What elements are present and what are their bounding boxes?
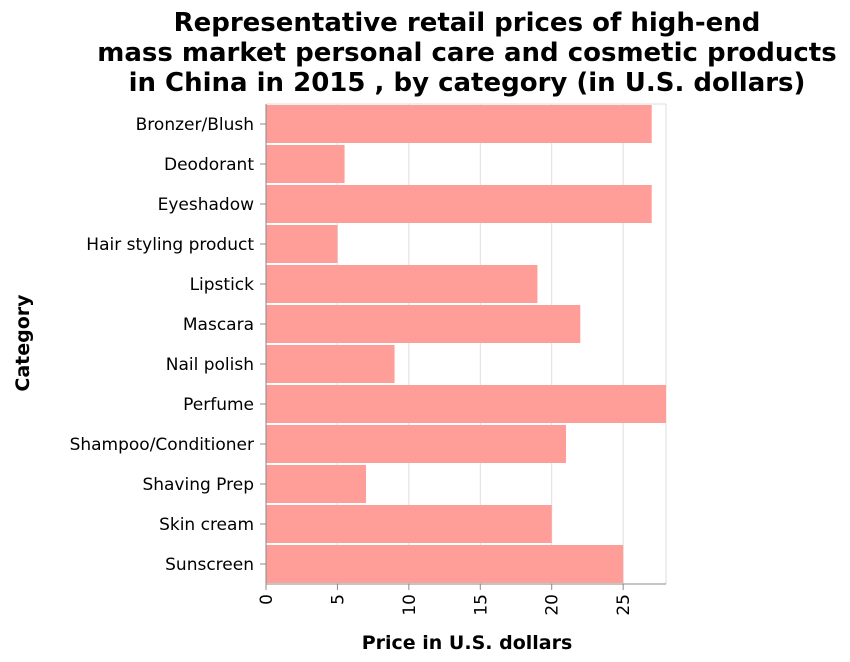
y-tick-label-0: Bronzer/Blush (136, 115, 254, 135)
x-axis: 0 5 10 15 20 25 (257, 583, 666, 616)
bar-6 (266, 345, 395, 383)
y-axis: Bronzer/Blush Deodorant Eyeshadow Hair styl… (70, 104, 267, 584)
x-tick-label-2: 10 (400, 594, 420, 616)
bar-2 (266, 185, 652, 223)
bar-5 (266, 305, 581, 343)
chart-title-line-3: in China in 2015 , by category (in U.S. … (129, 68, 806, 98)
bar-9 (266, 465, 366, 503)
bar-11 (266, 545, 624, 583)
y-tick-label-4: Lipstick (190, 275, 255, 295)
x-tick-label-5: 25 (614, 594, 634, 616)
y-axis-title: Category (12, 294, 34, 392)
bar-7 (266, 385, 666, 423)
bar-10 (266, 505, 552, 543)
y-tick-label-5: Mascara (183, 315, 254, 335)
y-tick-label-3: Hair styling product (86, 235, 254, 255)
bar-8 (266, 425, 566, 463)
y-tick-label-8: Shampoo/Conditioner (70, 435, 254, 455)
y-tick-label-2: Eyeshadow (158, 195, 255, 215)
x-tick-label-0: 0 (257, 594, 277, 605)
bar-0 (266, 105, 652, 143)
gridlines (265, 103, 667, 584)
y-tick-label-10: Skin cream (159, 515, 254, 535)
bar-4 (266, 265, 538, 303)
x-axis-title: Price in U.S. dollars (362, 632, 573, 654)
chart-title-line-2: mass market personal care and cosmetic p… (97, 38, 836, 68)
y-tick-label-1: Deodorant (164, 155, 254, 175)
y-tick-label-7: Perfume (183, 395, 254, 415)
x-tick-label-1: 5 (328, 594, 348, 605)
bars (266, 105, 666, 583)
x-tick-label-3: 15 (471, 594, 491, 616)
y-tick-label-6: Nail polish (166, 355, 254, 375)
chart-title: Representative retail prices of high-end… (97, 8, 836, 98)
bar-1 (266, 145, 345, 183)
y-tick-label-11: Sunscreen (165, 555, 254, 575)
y-tick-label-9: Shaving Prep (142, 475, 254, 495)
bar-3 (266, 225, 338, 263)
chart-title-line-1: Representative retail prices of high-end (174, 8, 761, 38)
x-tick-label-4: 20 (543, 594, 563, 616)
